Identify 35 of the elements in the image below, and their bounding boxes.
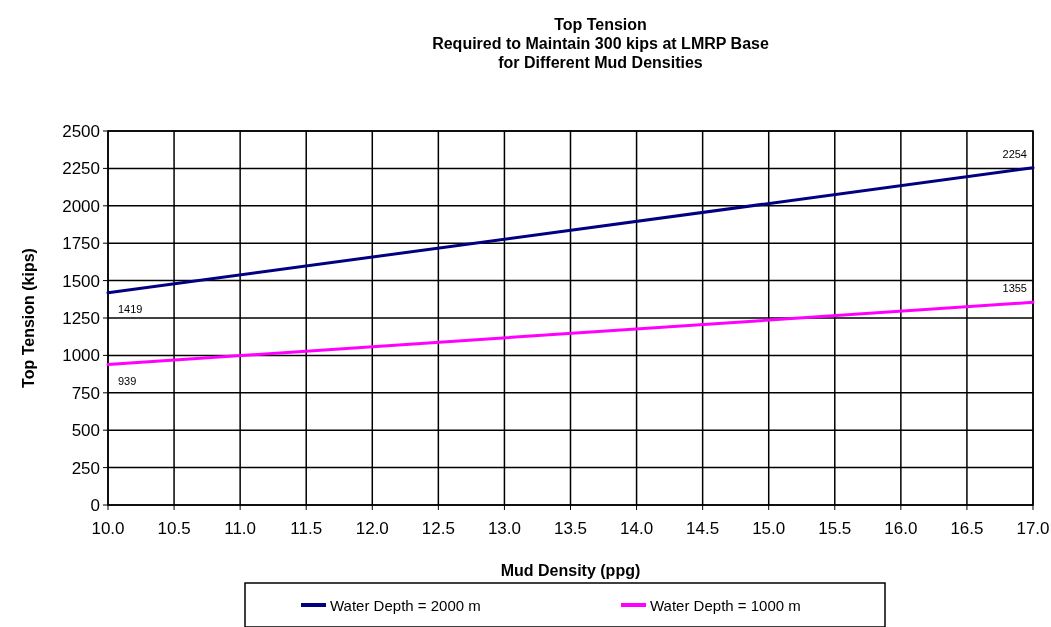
y-tick-label: 750 — [71, 383, 100, 403]
x-tick-label: 16.5 — [950, 519, 984, 538]
legend-label: Water Depth = 2000 m — [330, 597, 481, 614]
y-tick-label: 250 — [71, 458, 100, 478]
y-tick-label: 1750 — [62, 234, 100, 254]
y-tick-label: 2250 — [62, 159, 100, 179]
x-tick-label: 10.5 — [157, 519, 191, 538]
x-tick-label: 16.0 — [884, 519, 918, 538]
x-tick-label: 13.5 — [553, 519, 588, 538]
x-tick-label: 17.0 — [1016, 519, 1050, 538]
data-label: 1419 — [118, 302, 143, 315]
x-tick-label: 14.0 — [620, 519, 654, 538]
y-axis-title: Top Tension (kips) — [20, 248, 37, 388]
x-tick-label: 14.5 — [686, 519, 720, 538]
y-tick-label: 1500 — [62, 271, 100, 291]
y-tick-label: 0 — [90, 496, 100, 515]
legend-label: Water Depth = 1000 m — [650, 597, 801, 614]
x-tick-label: 10.0 — [91, 519, 125, 538]
x-tick-label: 11.5 — [290, 519, 323, 538]
y-tick-label: 2500 — [62, 122, 100, 141]
y-tick-label: 1250 — [62, 309, 100, 328]
y-tick-label: 2000 — [62, 196, 100, 216]
x-tick-label: 15.0 — [752, 519, 786, 538]
x-tick-label: 13.0 — [487, 519, 521, 538]
x-tick-label: 11.0 — [224, 519, 257, 538]
x-tick-label: 12.0 — [355, 519, 389, 538]
x-tick-label: 12.5 — [421, 519, 455, 538]
y-tick-label: 500 — [71, 421, 100, 441]
x-tick-label: 15.5 — [818, 519, 852, 538]
data-label: 2254 — [1002, 147, 1027, 160]
data-label: 1355 — [1002, 282, 1027, 295]
data-label: 939 — [118, 374, 137, 387]
y-tick-label: 1000 — [62, 346, 100, 366]
chart-title: Top Tension Required to Maintain 300 kips at LMRP Base for Different Mud Densities — [432, 16, 769, 71]
x-axis-title: Mud Density (ppg) — [500, 562, 641, 579]
